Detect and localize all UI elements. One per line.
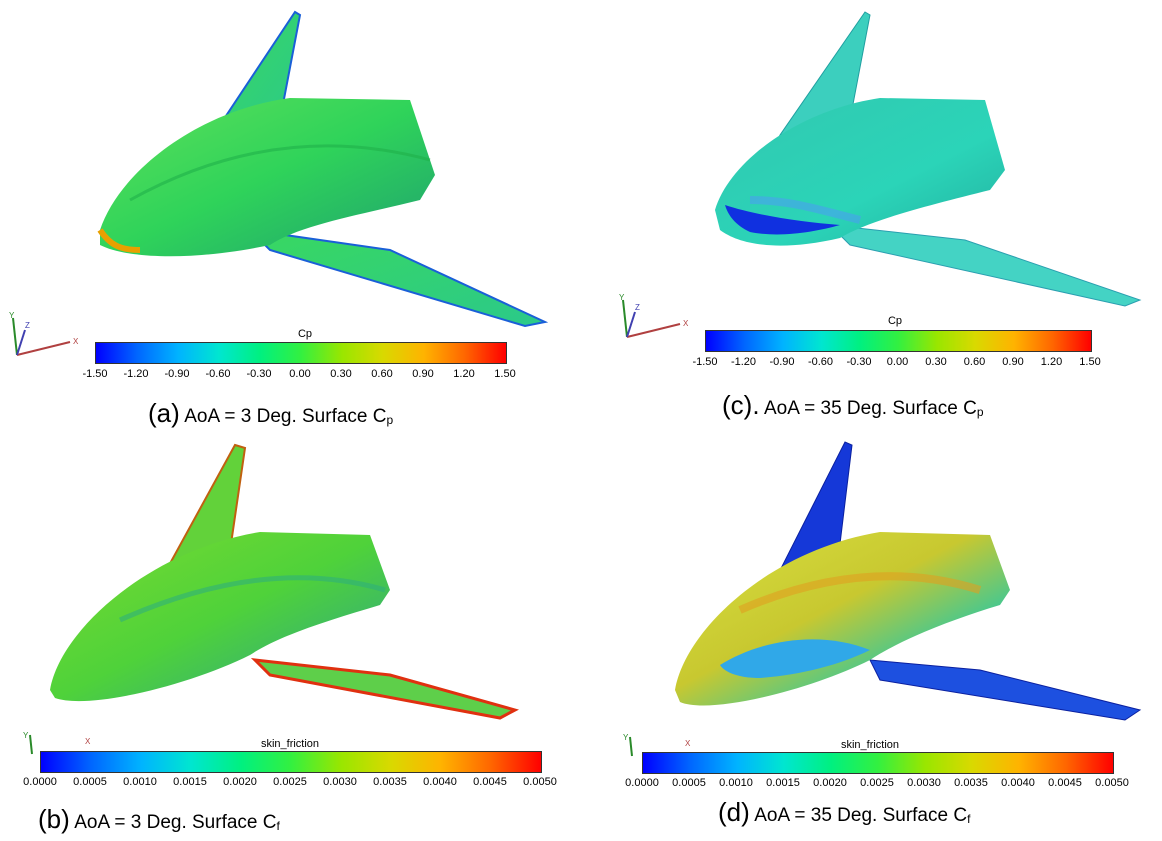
colorbar-tick-label: 0.0020: [223, 776, 257, 788]
svg-text:Y: Y: [623, 733, 629, 742]
colorbar-tick-label: 0.0040: [1001, 777, 1035, 789]
colorbar-a: [95, 342, 507, 364]
suction-peak-c: [725, 205, 840, 235]
axis-triad-a: Y Z X: [9, 311, 79, 356]
colorbar-tick-label: 0.0000: [23, 776, 57, 788]
svg-text:X: X: [683, 319, 689, 328]
colorbar-tick-label: 0.0020: [813, 777, 847, 789]
colorbar-tick-label: 0.0050: [1095, 777, 1129, 789]
aircraft-surface-b: [50, 443, 520, 720]
colorbar-tick-label: 0.0005: [672, 777, 706, 789]
colorbar-tick-label: 0.0000: [625, 777, 659, 789]
colorbar-tick-label: 0.90: [412, 368, 434, 380]
lower-wing-b: [250, 658, 520, 720]
colorbar-tick-label: 1.50: [1079, 356, 1101, 368]
svg-text:X: X: [685, 739, 691, 748]
colorbar-ticks-b: 0.0000 0.0005 0.0010 0.0015 0.0020 0.0025 0.00…: [23, 776, 557, 790]
panel-c: Y Z X Cp -1.50 -1.20 -0.90 -0.60 -0.30 0.00 0.…: [580, 0, 1162, 440]
colorbar-tick-label: 0.0040: [423, 776, 457, 788]
colorbar-tick-label: 0.0030: [323, 776, 357, 788]
aircraft-surface-c: [715, 11, 1142, 307]
colorbar-tick-label: 0.30: [330, 368, 352, 380]
svg-text:X: X: [85, 737, 91, 746]
colorbar-tick-label: 1.20: [453, 368, 475, 380]
caption-a: (a) AoA = 3 Deg. Surface Cp: [148, 398, 394, 428]
colorbar-tick-label: 0.00: [289, 368, 311, 380]
caption-c: (c). AoA = 35 Deg. Surface Cp: [722, 390, 984, 420]
colorbar-tick-label: 0.0025: [273, 776, 307, 788]
colorbar-tick-label: 0.60: [371, 368, 393, 380]
svg-text:Y: Y: [619, 293, 625, 302]
colorbar-tick-label: -0.30: [246, 368, 272, 380]
colorbar-tick-label: 0.0050: [523, 776, 557, 788]
colorbar-tick-label: 0.0005: [73, 776, 107, 788]
lower-wing-d: [869, 659, 1142, 721]
caption-b: (b) AoA = 3 Deg. Surface Cf: [38, 804, 280, 834]
aircraft-surface-d: [675, 441, 1142, 721]
aircraft-surface-a: [97, 10, 549, 328]
svg-text:X: X: [73, 337, 79, 346]
colorbar-tick-label: -0.60: [807, 356, 834, 368]
colorbar-tick-label: 0.0030: [907, 777, 941, 789]
fuselage-b: [50, 532, 390, 702]
axis-triad-c: Y Z X: [619, 293, 689, 338]
colorbar-ticks-d: 0.0000 0.0005 0.0010 0.0015 0.0020 0.0025 0.00…: [625, 777, 1129, 791]
fuselage-a: [100, 98, 435, 257]
colorbar-tick-label: 0.0035: [954, 777, 988, 789]
colorbar-tick-label: 0.0015: [173, 776, 207, 788]
colorbar-tick-label: -0.60: [205, 368, 231, 380]
colorbar-title-c: Cp: [887, 315, 903, 327]
colorbar-title-d: skin_friction: [840, 739, 900, 751]
colorbar-title-a: Cp: [297, 328, 313, 340]
colorbar-tick-label: 0.0025: [860, 777, 894, 789]
colorbar-c: [705, 330, 1092, 352]
colorbar-title-b: skin_friction: [260, 738, 320, 750]
svg-text:Y: Y: [23, 731, 29, 740]
colorbar-tick-label: -0.30: [846, 356, 872, 368]
lower-wing-c: [828, 224, 1142, 307]
colorbar-tick-label: -1.50: [82, 368, 108, 380]
colorbar-tick-label: 1.20: [1040, 356, 1063, 368]
colorbar-ticks-c: -1.50 -1.20 -0.90 -0.60 -0.30 0.00 0.30 0.60 0.9…: [692, 356, 1100, 370]
panel-d: Y X skin_friction 0.0000 0.0005 0.0010 0.00…: [580, 440, 1162, 841]
colorbar-tick-label: -0.90: [164, 368, 190, 380]
colorbar-tick-label: 0.30: [925, 356, 947, 368]
colorbar-tick-label: 0.0045: [473, 776, 507, 788]
panel-b: Y X skin_friction 0.0000 0.0005 0.0010 0.00…: [0, 440, 580, 841]
caption-d: (d) AoA = 35 Deg. Surface Cf: [718, 797, 971, 827]
colorbar-tick-label: 0.0045: [1048, 777, 1082, 789]
colorbar-tick-label: 0.0015: [766, 777, 800, 789]
svg-text:Y: Y: [9, 311, 15, 320]
colorbar-tick-label: 0.0035: [373, 776, 407, 788]
colorbar-tick-label: 0.90: [1002, 356, 1024, 368]
colorbar-tick-label: -0.90: [769, 356, 795, 368]
colorbar-tick-label: -1.50: [692, 356, 718, 368]
colorbar-ticks-a: -1.50 -1.20 -0.90 -0.60 -0.30 0.00 0.30 0.60 0.9…: [82, 368, 515, 382]
colorbar-d: [642, 752, 1114, 774]
colorbar-tick-label: 0.0010: [719, 777, 753, 789]
colorbar-tick-label: -1.20: [730, 356, 757, 368]
colorbar-tick-label: 0.0010: [123, 776, 157, 788]
svg-text:Z: Z: [635, 303, 640, 312]
axis-triad-d: Y X: [623, 733, 691, 757]
fuselage-c: [715, 98, 1005, 246]
axis-triad-b: Y X: [23, 731, 91, 755]
colorbar-tick-label: -1.20: [123, 368, 149, 380]
panel-a: Y Z X Cp -1.50 -1.20 -0.90 -0.60 -0.30 0.00 0.…: [0, 0, 580, 440]
separation-region-d: [720, 639, 870, 678]
colorbar-tick-label: 0.00: [886, 356, 909, 368]
colorbar-tick-label: 1.50: [494, 368, 516, 380]
colorbar-tick-label: 0.60: [963, 356, 986, 368]
svg-text:Z: Z: [25, 321, 30, 330]
lower-wing-a: [247, 228, 549, 328]
colorbar-b: [40, 751, 542, 773]
